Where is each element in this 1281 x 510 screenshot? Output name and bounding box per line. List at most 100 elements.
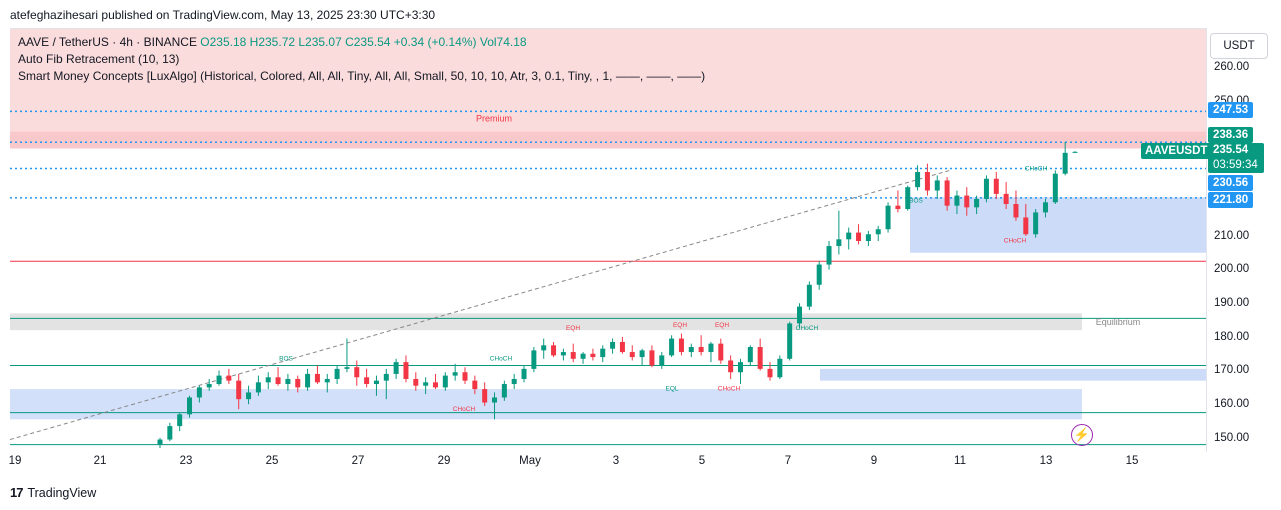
time-axis-tick: 19 [8,455,22,467]
time-axis-tick: 13 [1039,455,1053,467]
candle-body [531,350,537,369]
candle-body [846,232,852,240]
price-axis-tick: 180.00 [1214,330,1250,343]
price-axis[interactable] [1206,28,1281,452]
candle-body [344,367,350,369]
publisher-line: atefeghazihesari published on TradingVie… [10,8,436,22]
candle-body [934,180,940,191]
candle-body [413,378,419,386]
candle-body [206,384,212,388]
price-axis-tick: 160.00 [1214,397,1250,410]
candle-body [865,234,871,241]
candle-body [718,343,724,361]
smc-annotation: EQH [673,322,687,329]
time-axis-tick: 23 [179,455,193,467]
current-price-box: 235.54 03:59:34 [1208,143,1264,173]
candle-body [236,380,242,400]
current-price-value: 235.54 [1213,144,1249,156]
time-axis-tick: 3 [612,455,620,467]
candle-body [187,397,193,415]
candle-body [511,378,517,385]
candle-body [875,229,881,235]
time-axis-tick: 27 [351,455,365,467]
candle-body [177,414,183,427]
smc-annotation: CHoCH [718,386,741,393]
price-axis-tick: 260.00 [1214,61,1250,74]
footer-brand-label: TradingView [27,485,97,500]
smc-annotation: CHoCH [1025,165,1048,172]
candle-body [678,338,684,353]
fib-top-price-label: 247.53 [1208,102,1254,118]
legend-indicator-smc[interactable]: Smart Money Concepts [LuxAlgo] (Historic… [18,69,706,83]
candle-body [462,372,468,381]
candle-body [1052,173,1058,203]
price-axis-tick: 170.00 [1214,364,1250,377]
lightning-icon[interactable]: ⚡ [1071,424,1093,446]
level-low-price-label: 221.80 [1208,192,1254,208]
tradingview-logo-icon: 17 [10,485,24,500]
candle-body [639,350,645,358]
candle-body [826,246,832,265]
smc-annotation: CHoCH [490,355,513,362]
candle-body [472,380,478,390]
candle-body [600,348,606,358]
candle-body [610,341,616,349]
candle-body [659,355,665,366]
candle-body [1042,202,1048,213]
candle-body [157,439,163,445]
candle-body [1003,193,1009,204]
candle-body [816,264,822,285]
time-axis-tick: 15 [1125,455,1139,467]
candle-body [629,352,635,358]
level-high-price-label: 238.36 [1208,127,1254,143]
candle-body [836,239,842,247]
current-symbol-label: AAVEUSDT [1141,143,1212,159]
candle-body [1023,217,1029,235]
candle-body [314,373,320,383]
chart-pane[interactable]: Premium Equilibrium BOS CHoCH CHoCH EQH EQH EQH… [9,28,1206,453]
zone-equilibrium [10,313,1082,331]
price-chart[interactable]: Premium Equilibrium BOS CHoCH CHoCH EQH EQH EQH… [9,29,1206,453]
candle-body [993,178,999,194]
candle-body [570,352,576,359]
candle-body [619,341,625,353]
candle-body [728,360,734,373]
candle-body [1013,203,1019,218]
candle-body [364,377,370,385]
candle-body [383,373,389,381]
candle-body [777,358,783,378]
candle-body [432,382,438,388]
equilibrium-label: Equilibrium [1096,317,1141,327]
time-axis-tick: May [519,455,541,467]
candle-body [895,205,901,210]
time-axis-tick: 9 [870,455,878,467]
candle-body [275,377,281,385]
candle-body [551,345,557,356]
currency-unit-button[interactable]: USDT [1210,33,1268,59]
time-axis-tick: 29 [437,455,451,467]
candle-body [806,284,812,307]
candle-body [885,205,891,230]
candle-body [295,378,301,388]
time-axis-tick: 25 [265,455,279,467]
price-axis-tick: 190.00 [1214,296,1250,309]
legend-indicator-fib[interactable]: Auto Fib Retracement (10, 13) [18,52,180,66]
candle-body [501,384,507,398]
candle-body [442,375,448,388]
legend-symbol-row[interactable]: AAVE / TetherUS · 4h · BINANCE O235.18 H… [18,34,705,51]
time-axis-tick: 7 [784,455,792,467]
candle-body [334,368,340,379]
candle-body [305,373,311,388]
time-axis-tick: 5 [698,455,706,467]
candle-body [767,368,773,378]
legend-symbol[interactable]: AAVE / TetherUS · 4h · BINANCE [18,35,197,49]
candle-body [580,353,586,359]
candle-body [255,382,261,393]
candle-body [688,347,694,353]
candle-body [403,362,409,379]
candle-body [983,178,989,199]
candle-body [393,362,399,374]
smc-annotation: CHoCH [1004,238,1027,245]
candle-body [246,392,252,400]
smc-annotation: BOS [909,197,923,204]
